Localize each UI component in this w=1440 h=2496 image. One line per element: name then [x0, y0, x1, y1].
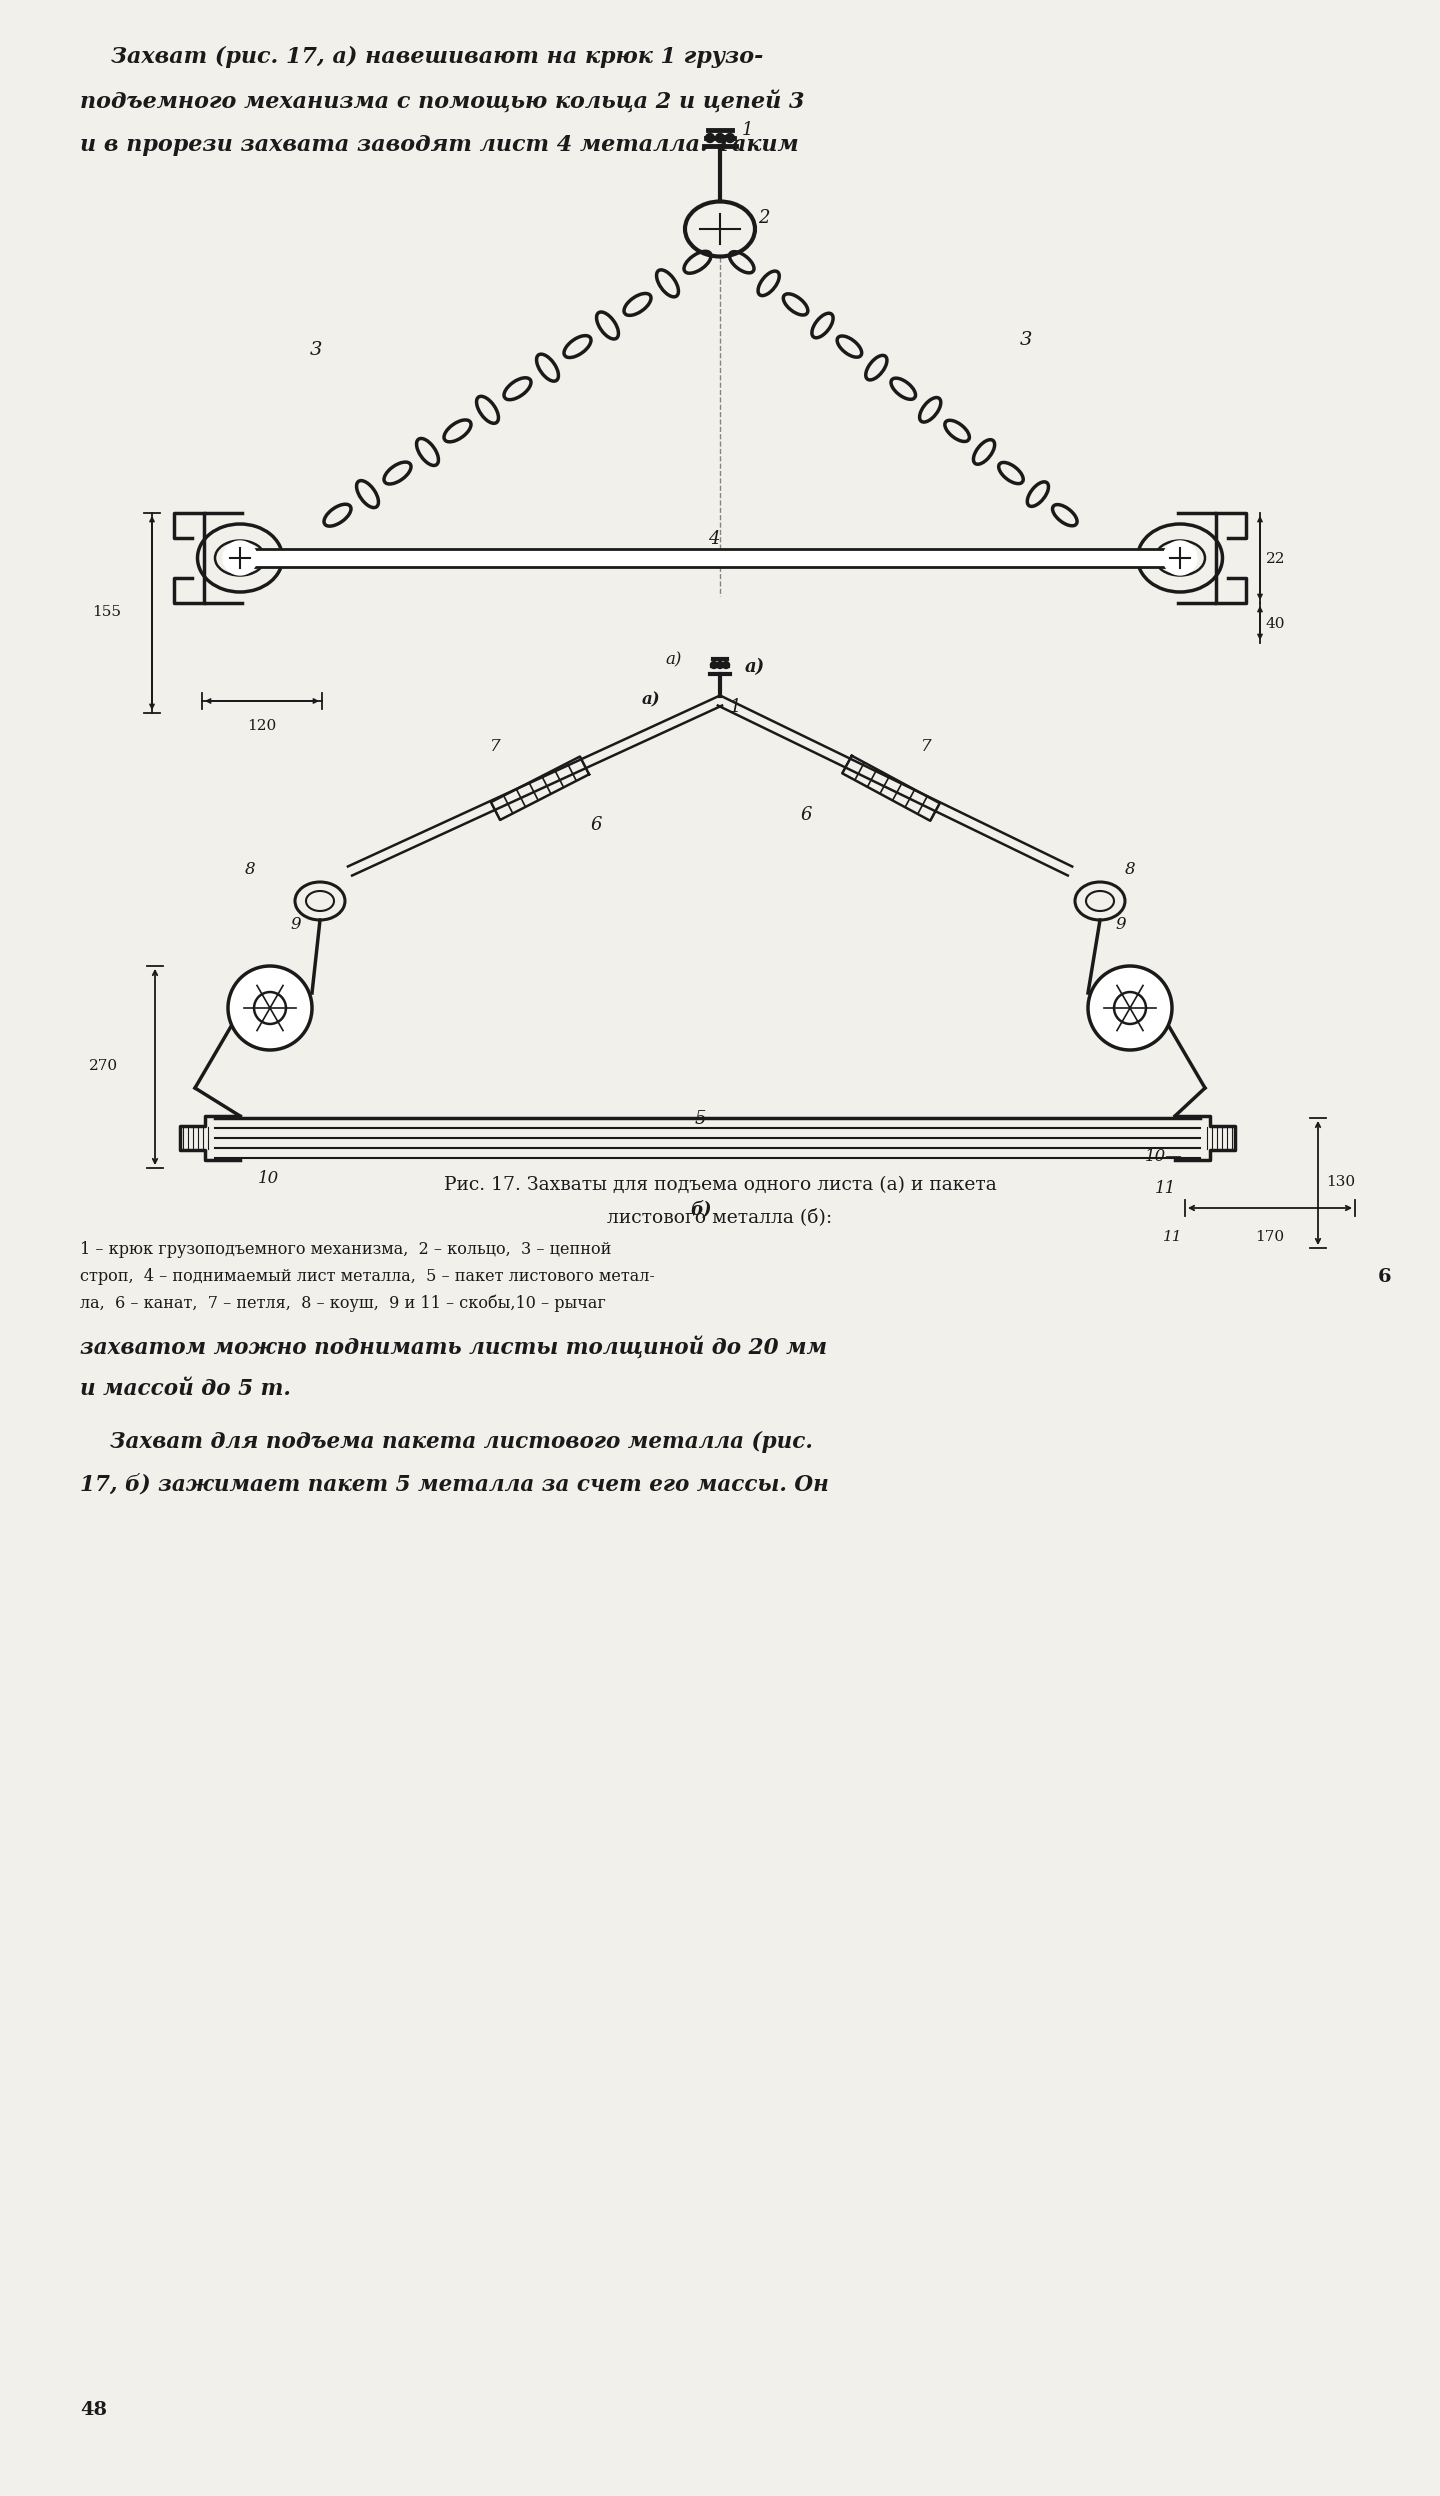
Circle shape — [1089, 966, 1172, 1051]
Text: 170: 170 — [1256, 1231, 1284, 1243]
Text: 22: 22 — [1266, 552, 1286, 567]
Text: 1: 1 — [730, 699, 742, 716]
Text: 11: 11 — [1164, 1231, 1182, 1243]
Text: и в прорези захвата заводят лист 4 металла. Таким: и в прорези захвата заводят лист 4 метал… — [81, 135, 799, 155]
Text: 130: 130 — [1326, 1176, 1355, 1188]
Text: а): а) — [665, 651, 681, 669]
Circle shape — [1164, 542, 1197, 574]
Text: подъемного механизма с помощью кольца 2 и цепей 3: подъемного механизма с помощью кольца 2 … — [81, 90, 805, 112]
Text: 3: 3 — [1020, 332, 1032, 349]
Text: Рис. 17. Захваты для подъема одного листа (а) и пакета: Рис. 17. Захваты для подъема одного лист… — [444, 1176, 996, 1193]
Text: 10—: 10— — [1145, 1148, 1182, 1166]
Text: 6: 6 — [1378, 1268, 1392, 1285]
Text: 6: 6 — [801, 806, 812, 824]
Text: ла,  6 – канат,  7 – петля,  8 – коуш,  9 и 11 – скобы,10 – рычаг: ла, 6 – канат, 7 – петля, 8 – коуш, 9 и … — [81, 1295, 606, 1313]
Text: 11: 11 — [1155, 1181, 1176, 1198]
Circle shape — [717, 661, 723, 669]
Text: Захват для подъема пакета листового металла (рис.: Захват для подъема пакета листового мета… — [81, 1430, 812, 1453]
Text: 1: 1 — [742, 120, 753, 140]
Text: захватом можно поднимать листы толщиной до 20 мм: захватом можно поднимать листы толщиной … — [81, 1335, 827, 1358]
Circle shape — [223, 542, 256, 574]
Text: а): а) — [642, 691, 661, 709]
Circle shape — [716, 132, 724, 142]
Text: листового металла (б):: листового металла (б): — [608, 1208, 832, 1226]
Text: 7: 7 — [490, 739, 501, 756]
Text: 3: 3 — [310, 342, 323, 359]
Text: 270: 270 — [88, 1058, 118, 1073]
Circle shape — [726, 132, 734, 142]
Circle shape — [706, 132, 714, 142]
Circle shape — [710, 661, 717, 669]
Text: 2: 2 — [757, 210, 769, 227]
Text: Захват (рис. 17, а) навешивают на крюк 1 грузо-: Захват (рис. 17, а) навешивают на крюк 1… — [81, 45, 763, 67]
Text: 8: 8 — [1125, 861, 1136, 879]
Text: 9: 9 — [1115, 916, 1126, 934]
Text: 155: 155 — [92, 604, 121, 619]
Circle shape — [228, 966, 312, 1051]
Circle shape — [1115, 991, 1146, 1023]
Text: 4: 4 — [708, 529, 720, 549]
Text: 5: 5 — [696, 1111, 707, 1128]
Text: 8: 8 — [245, 861, 256, 879]
Text: 6: 6 — [590, 816, 602, 834]
Text: и массой до 5 т.: и массой до 5 т. — [81, 1378, 291, 1400]
Text: 120: 120 — [248, 719, 276, 734]
Circle shape — [253, 991, 287, 1023]
Text: 9: 9 — [289, 916, 301, 934]
Text: 10: 10 — [258, 1171, 279, 1188]
Circle shape — [723, 661, 730, 669]
Text: 17, б) зажимает пакет 5 металла за счет его массы. Он: 17, б) зажимает пакет 5 металла за счет … — [81, 1473, 829, 1495]
Text: строп,  4 – поднимаемый лист металла,  5 – пакет листового метал-: строп, 4 – поднимаемый лист металла, 5 –… — [81, 1268, 655, 1285]
Text: 40: 40 — [1266, 617, 1286, 631]
Text: а): а) — [744, 659, 765, 676]
Text: 1 – крюк грузоподъемного механизма,  2 – кольцо,  3 – цепной: 1 – крюк грузоподъемного механизма, 2 – … — [81, 1241, 612, 1258]
Text: 48: 48 — [81, 2401, 107, 2419]
Text: б): б) — [690, 1201, 711, 1218]
Text: 7: 7 — [922, 739, 932, 756]
